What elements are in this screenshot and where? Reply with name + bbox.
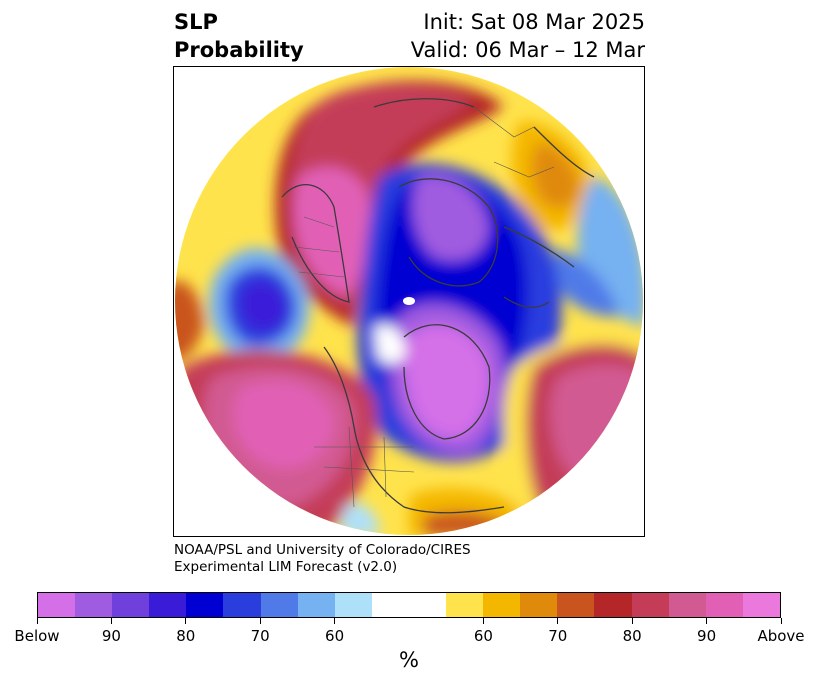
colorbar-tick — [780, 618, 782, 624]
colorbar-tick — [557, 618, 559, 624]
colorbar-segment — [112, 593, 150, 617]
colorbar-tick — [259, 618, 261, 624]
valid-range: Valid: 06 Mar – 12 Mar — [410, 38, 645, 62]
colorbar-segment — [668, 593, 706, 617]
colorbar-tick-label: Below — [14, 627, 60, 645]
credit: NOAA/PSL and University of Colorado/CIRE… — [174, 542, 471, 576]
colorbar-tick — [110, 618, 112, 624]
colorbar-unit: % — [399, 648, 419, 672]
colorbar-segment — [408, 593, 447, 617]
polar-map — [173, 66, 645, 537]
colorbar-segment — [446, 593, 484, 617]
colorbar-tick-label: 90 — [101, 627, 121, 645]
colorbar-tick-label: 90 — [697, 627, 717, 645]
probability-field — [175, 67, 643, 535]
colorbar-tick — [706, 618, 708, 624]
colorbar-segment — [38, 593, 76, 617]
colorbar-segment — [631, 593, 669, 617]
colorbar-segment — [705, 593, 743, 617]
colorbar-segment — [186, 593, 224, 617]
colorbar-tick-label: 70 — [250, 627, 270, 645]
colorbar-tick-label: 60 — [325, 627, 345, 645]
credit-line-1: NOAA/PSL and University of Colorado/CIRE… — [174, 542, 471, 558]
credit-line-2: Experimental LIM Forecast (v2.0) — [174, 559, 398, 575]
forecast-dates: Init: Sat 08 Mar 2025 Valid: 06 Mar – 12… — [411, 8, 645, 64]
colorbar-segment — [149, 593, 187, 617]
colorbar — [37, 592, 781, 618]
colorbar-segment — [75, 593, 113, 617]
title-variable: SLP — [174, 10, 218, 34]
colorbar-tick-label: 80 — [622, 627, 642, 645]
coastlines — [281, 98, 595, 514]
colorbar-tick-label: 60 — [473, 627, 493, 645]
colorbar-segment — [742, 593, 780, 617]
init-date: Init: Sat 08 Mar 2025 — [423, 10, 645, 34]
colorbar-segment — [223, 593, 261, 617]
colorbar-tick — [631, 618, 633, 624]
colorbar-tick — [36, 618, 38, 624]
pole-marker — [403, 297, 415, 305]
colorbar-segment — [371, 593, 409, 617]
colorbar-segment — [520, 593, 558, 617]
colorbar-segment — [557, 593, 595, 617]
title-type: Probability — [174, 38, 304, 62]
colorbar-segment — [297, 593, 335, 617]
colorbar-tick — [334, 618, 336, 624]
colorbar-tick-label: Above — [757, 627, 805, 645]
colorbar-segment — [260, 593, 298, 617]
colorbar-tick — [185, 618, 187, 624]
colorbar-segment — [483, 593, 521, 617]
map-title: SLP Probability — [174, 8, 304, 64]
colorbar-segment — [334, 593, 372, 617]
colorbar-tick-label: 80 — [176, 627, 196, 645]
colorbar-segment — [594, 593, 632, 617]
probability-map-svg — [175, 67, 643, 535]
colorbar-tick-label: 70 — [548, 627, 568, 645]
colorbar-tick — [482, 618, 484, 624]
